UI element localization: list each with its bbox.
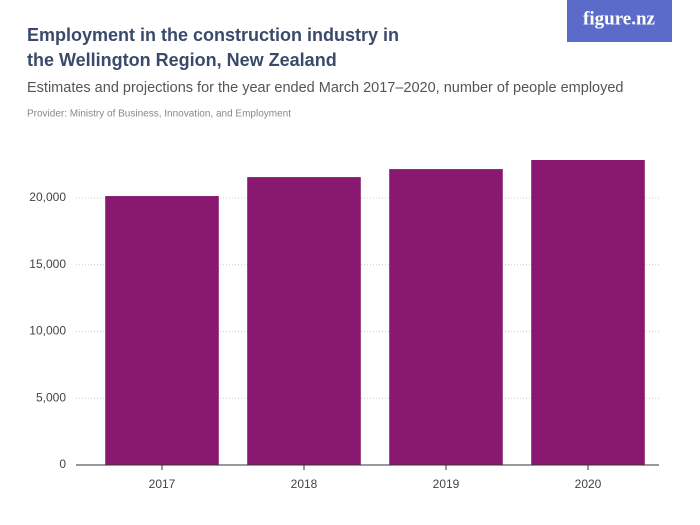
provider: Provider: Ministry of Business, Innovati…	[27, 109, 291, 120]
x-tick-label: 2018	[291, 477, 318, 491]
y-tick-label: 15,000	[29, 257, 66, 271]
x-tick-label: 2017	[149, 477, 176, 491]
bar	[105, 196, 219, 466]
y-tick-label: 0	[59, 457, 66, 471]
logo: figure.nz	[583, 8, 656, 29]
bar	[389, 169, 503, 466]
y-tick-label: 10,000	[29, 324, 66, 338]
subtitle: Estimates and projections for the year e…	[27, 80, 623, 96]
x-tick-label: 2019	[433, 477, 460, 491]
bar	[247, 177, 361, 465]
y-tick-label: 5,000	[36, 390, 66, 404]
logo-box	[567, 0, 672, 42]
y-tick-label: 20,000	[29, 190, 66, 204]
x-tick-label: 2020	[575, 477, 602, 491]
chart-title: Employment in the construction industry …	[27, 25, 399, 45]
bar	[531, 160, 645, 465]
chart-title: the Wellington Region, New Zealand	[27, 50, 337, 70]
